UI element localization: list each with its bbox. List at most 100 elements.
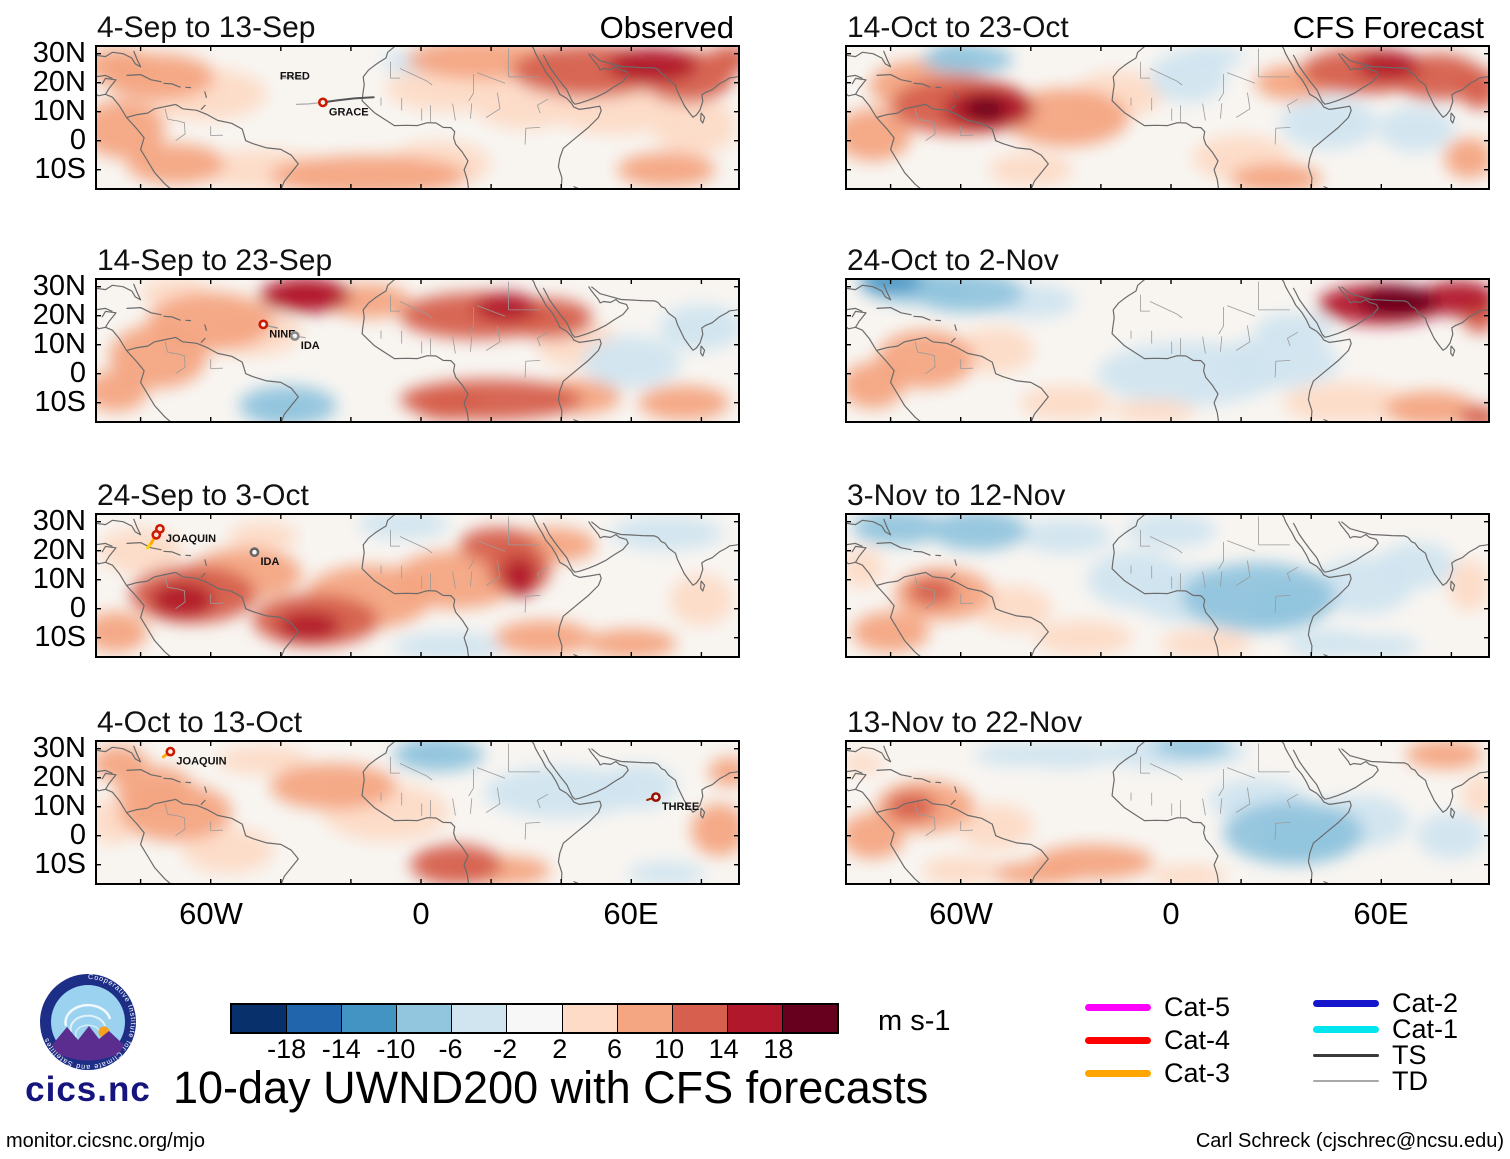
legend-label: Cat-5 — [1164, 991, 1231, 1022]
coastlines — [845, 45, 1490, 190]
panel-frame — [845, 45, 1490, 190]
lat-axis-label: 30N — [32, 731, 86, 764]
panel-title: 3-Nov to 12-Nov — [847, 479, 1066, 512]
legend-item-cat-3: Cat-3 — [1085, 1058, 1230, 1088]
anomaly-field — [95, 278, 740, 423]
legend-label: TD — [1392, 1065, 1428, 1096]
colorbar-segment — [727, 1005, 783, 1032]
panel-title: 4-Sep to 13-Sep — [97, 11, 316, 44]
anomaly-field — [95, 513, 734, 658]
legend-item-cat-4: Cat-4 — [1085, 1025, 1230, 1055]
panel-frame — [95, 278, 740, 423]
colorbar-segment — [342, 1005, 398, 1032]
anomaly-field — [845, 513, 1490, 658]
country-borders — [164, 48, 549, 145]
panel-frame — [95, 45, 740, 190]
panel-title: 24-Sep to 3-Oct — [97, 479, 309, 512]
colorbar-segment — [617, 1005, 673, 1032]
colorbar-segment — [672, 1005, 728, 1032]
legend-line-swatch — [1313, 1080, 1379, 1082]
lon-axis-label: 0 — [1162, 896, 1180, 931]
lat-axis-label: 10N — [32, 789, 86, 822]
hurricane-marker-icon — [165, 746, 176, 757]
lon-axis-label: 60E — [603, 896, 659, 931]
legend-item-cat-2: Cat-2 — [1313, 988, 1458, 1018]
logo-mountains-icon — [52, 1026, 124, 1061]
colorbar-units-label: m s-1 — [878, 1005, 951, 1037]
storm-track — [321, 96, 375, 104]
lat-axis-label: 30N — [32, 36, 86, 69]
lat-axis-label: 0 — [69, 356, 86, 389]
lat-axis-label: 30N — [32, 504, 86, 537]
lon-axis-label: 60W — [179, 896, 243, 931]
legend-line-swatch — [1085, 1069, 1151, 1077]
storm-tracks: JOAQUIN IDA — [146, 523, 280, 568]
legend-item-cat-1: Cat-1 — [1313, 1014, 1458, 1044]
column-header-forecast: CFS Forecast — [1292, 10, 1484, 45]
map-panel-observed-row2: NINE IDA — [95, 278, 740, 423]
storm-label: JOAQUIN — [176, 756, 226, 768]
lat-axis-label: 30N — [32, 269, 86, 302]
storm-tracks: NINE IDA — [258, 319, 320, 352]
cics-logo-graphic: Cooperative Institute for Climate and Sa… — [40, 972, 137, 1072]
logo-spiral-icon — [64, 1003, 112, 1027]
panel-frame — [95, 513, 740, 658]
map-panel-forecast-row1 — [845, 45, 1490, 190]
legend-label: TS — [1392, 1039, 1427, 1070]
lat-axis-label: 20N — [32, 298, 86, 331]
legend-label: Cat-2 — [1392, 987, 1459, 1018]
coastlines — [95, 740, 740, 885]
lat-axis-label: 10S — [34, 152, 86, 185]
country-borders — [914, 516, 1299, 613]
storm-label: NINE — [269, 328, 295, 340]
anomaly-field — [95, 740, 740, 885]
hurricane-marker-icon — [289, 331, 300, 341]
colorbar-tick-label: 2 — [552, 1034, 568, 1064]
logo-wordmark: cics.nc — [25, 1070, 151, 1109]
cics-logo: Cooperative Institute for Climate and Sa… — [20, 972, 156, 1110]
country-borders — [164, 516, 549, 613]
colorbar-tick-label: 6 — [606, 1034, 623, 1064]
anomaly-field — [845, 740, 1490, 885]
colorbar-tick-label: 18 — [763, 1034, 794, 1064]
storm-track — [280, 76, 303, 79]
lat-axis-label: 20N — [32, 65, 86, 98]
legend-line-swatch — [1085, 1036, 1151, 1044]
legend-label: Cat-3 — [1164, 1057, 1231, 1088]
lon-axis-label: 0 — [412, 896, 430, 931]
coastlines — [845, 278, 1490, 423]
map-panel-forecast-row3 — [845, 513, 1490, 658]
hurricane-marker-icon — [249, 547, 260, 558]
colorbar — [230, 1003, 839, 1034]
storm-tracks: FRED GRACE — [280, 71, 375, 118]
colorbar-tick-label: -18 — [267, 1034, 307, 1064]
coastlines — [95, 45, 740, 190]
colorbar-tick-label: -2 — [493, 1034, 518, 1064]
legend-label: Cat-1 — [1392, 1013, 1459, 1044]
colorbar-tick-label: -10 — [376, 1034, 416, 1064]
panel-title: 13-Nov to 22-Nov — [847, 706, 1083, 739]
map-panel-observed-row1: FRED GRACE — [95, 45, 740, 190]
storm-legend-col1: Cat-5 Cat-4 Cat-3 — [1085, 992, 1230, 1094]
storm-label: FRED — [280, 71, 310, 83]
storm-label: JOAQUIN — [166, 533, 216, 545]
panel-title: 14-Oct to 23-Oct — [847, 11, 1069, 44]
footer-url: monitor.cicsnc.org/mjo — [6, 1130, 205, 1152]
column-header-observed: Observed — [599, 10, 734, 45]
legend-label: Cat-4 — [1164, 1024, 1231, 1055]
legend-item-cat-5: Cat-5 — [1085, 992, 1230, 1022]
lat-axis-label: 20N — [32, 760, 86, 793]
map-panel-forecast-row4 — [845, 740, 1490, 885]
coastlines — [845, 740, 1490, 885]
panel-frame — [845, 278, 1490, 423]
country-borders — [914, 743, 1299, 840]
legend-line-swatch — [1313, 1053, 1379, 1057]
lat-axis-label: 0 — [69, 123, 86, 156]
coastlines — [845, 513, 1490, 658]
country-borders — [164, 281, 549, 378]
map-panel-forecast-row2 — [845, 278, 1490, 423]
country-borders — [914, 48, 1299, 145]
storm-tracks: JOAQUIN THREE — [161, 746, 699, 813]
anomaly-field — [95, 45, 740, 190]
